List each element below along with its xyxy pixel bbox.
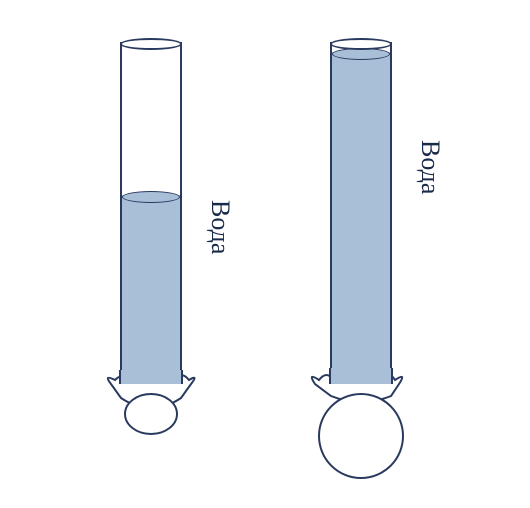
water-surface-left	[122, 191, 180, 203]
water-left	[122, 195, 180, 382]
diagram-container: Вода Вода	[0, 0, 530, 508]
tube-body-left	[120, 42, 182, 382]
label-right: Вода	[415, 140, 445, 194]
label-left: Вода	[205, 200, 235, 254]
balloon-right	[281, 368, 441, 498]
balloon-left	[81, 370, 221, 470]
tube-rim-right	[330, 38, 392, 50]
tube-right	[330, 42, 392, 382]
water-right	[332, 52, 390, 382]
tube-left	[120, 42, 182, 382]
tube-rim-left	[120, 38, 182, 50]
tube-body-right	[330, 42, 392, 382]
